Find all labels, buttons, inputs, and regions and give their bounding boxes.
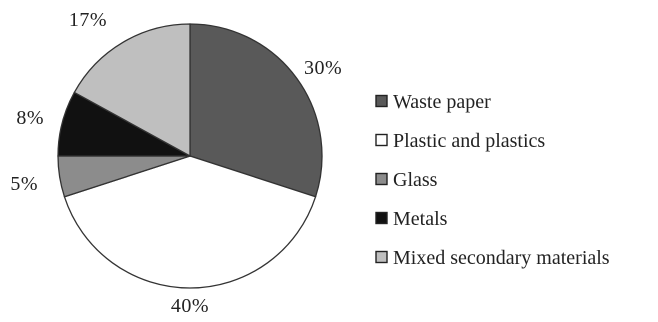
pie-percent-label: 30%: [304, 57, 342, 79]
pie-percent-label: 17%: [69, 9, 107, 31]
legend-label: Glass: [393, 169, 438, 191]
legend-swatch: [375, 211, 388, 225]
legend: Waste paper Plastic and plastics Glass Meta…: [375, 91, 610, 269]
legend-label: Plastic and plastics: [393, 130, 545, 152]
pie-slice-plastic-and-plastics: [63, 155, 317, 289]
pie-slice-mixed-secondary-materials: [73, 23, 191, 158]
legend-label: Mixed secondary materials: [393, 247, 610, 269]
pie-percent-label: 8%: [16, 107, 44, 129]
legend-label: Metals: [393, 208, 448, 230]
legend-swatch: [375, 172, 388, 186]
legend-swatch: [375, 133, 388, 147]
legend-swatch: [375, 94, 388, 108]
pie-percent-label: 40%: [171, 295, 209, 317]
pie-slice-waste-paper: [189, 23, 323, 198]
pie-percent-labels: 30% 40% 5% 8% 17%: [10, 9, 342, 317]
pie-slices: [57, 23, 323, 289]
legend-label: Waste paper: [393, 91, 491, 113]
legend-swatch: [375, 250, 388, 264]
pie-percent-label: 5%: [10, 173, 38, 195]
